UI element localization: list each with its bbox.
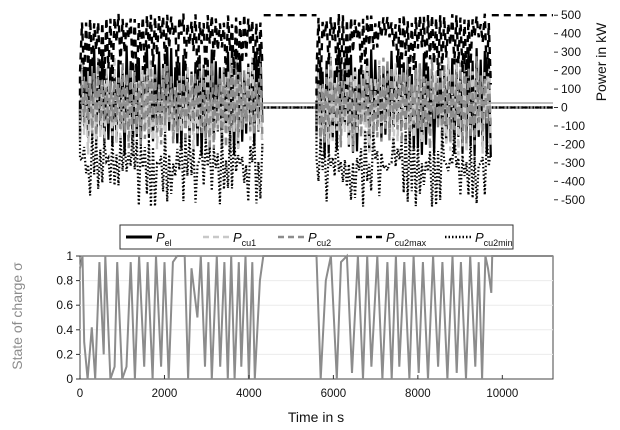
soc-y-tick-label: 0.4 (56, 323, 73, 337)
power-y-axis-label: Power in kW (593, 22, 609, 101)
legend-label-cu1: Pcu1 (233, 230, 256, 248)
legend-label-cu2: Pcu2 (308, 230, 331, 248)
power-y-tick-label: 200 (561, 64, 581, 78)
time-x-ticks: 0 2000 4000 6000 8000 10000 (77, 375, 518, 400)
soc-y-tick-label: 1 (66, 249, 73, 263)
time-x-tick-label: 2000 (152, 388, 178, 400)
power-panel: 500 400 300 200 100 0 -100 -200 -300 -400 -500 Pow… (78, 8, 609, 207)
soc-y-tick-label: 0.2 (56, 347, 73, 361)
soc-y-tick-label: 0.8 (56, 274, 73, 288)
soc-y-tick-label: 0.6 (56, 298, 73, 312)
power-y-tick-label: 400 (561, 27, 581, 41)
legend: Pel Pcu1 Pcu2 Pcu2max Pcu2min (119, 224, 514, 250)
time-x-tick-label: 10000 (486, 388, 518, 400)
power-y-tick-label: -100 (561, 119, 585, 133)
soc-y-tick-label: 0 (66, 372, 73, 386)
time-x-tick-label: 6000 (321, 388, 347, 400)
power-series-p-cu2min (78, 106, 553, 207)
power-y-tick-label: -500 (561, 193, 585, 207)
power-y-tick-label: -400 (561, 174, 585, 188)
power-y-tick-label: 300 (561, 45, 581, 59)
time-x-tick-label: 4000 (236, 388, 262, 400)
soc-panel: 1 0.8 0.6 0.4 0.2 0 0 2000 4000 6000 8000 10000 St… (9, 249, 554, 425)
power-series-group (78, 13, 553, 207)
time-x-tick-label: 0 (77, 388, 83, 400)
power-y-ticks: 500 400 300 200 100 0 -100 -200 -300 -400 -500 (554, 8, 585, 207)
soc-series-group (79, 253, 553, 380)
legend-label-cu2max: Pcu2max (386, 230, 427, 248)
power-y-tick-label: 500 (561, 8, 581, 22)
time-x-tick-label: 8000 (405, 388, 431, 400)
soc-line (79, 253, 553, 380)
legend-label-cu2min: Pcu2min (475, 230, 513, 248)
time-x-axis-label: Time in s (288, 409, 344, 425)
power-y-tick-label: 100 (561, 82, 581, 96)
power-y-tick-label: -300 (561, 156, 585, 170)
power-y-tick-label: -200 (561, 137, 585, 151)
power-series-p-cu2max (78, 13, 553, 108)
power-y-tick-label: 0 (561, 101, 568, 115)
soc-y-axis-label: State of charge σ (9, 262, 25, 370)
legend-label-el: Pel (156, 230, 172, 248)
soc-y-ticks: 1 0.8 0.6 0.4 0.2 0 (56, 249, 80, 386)
legend-box (119, 224, 514, 250)
